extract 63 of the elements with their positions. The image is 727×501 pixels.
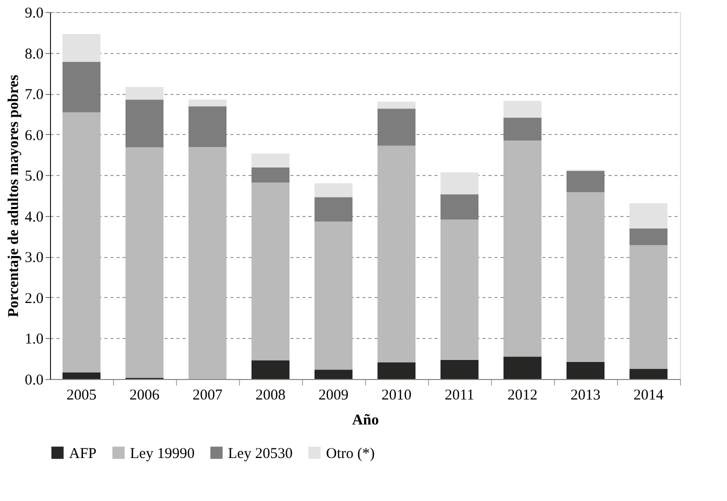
- bar: [440, 172, 478, 194]
- bar: [252, 182, 290, 360]
- x-tick-label: 2008: [256, 388, 286, 404]
- legend-label: Ley 19990: [130, 446, 195, 462]
- bar: [566, 171, 604, 192]
- bar: [188, 146, 226, 379]
- bar: [630, 203, 668, 229]
- bar: [62, 372, 100, 379]
- bar: [252, 360, 290, 379]
- bar: [126, 87, 164, 100]
- bar: [630, 368, 668, 379]
- bar: [378, 362, 416, 379]
- bar: [188, 106, 226, 147]
- y-tick-label: 3.0: [24, 250, 44, 266]
- x-tick-label: 2007: [192, 388, 223, 404]
- bar: [62, 112, 100, 372]
- bar: [566, 192, 604, 362]
- y-tick-label: 9.0: [24, 6, 44, 22]
- bar: [126, 147, 164, 378]
- bar: [62, 34, 100, 62]
- x-tick-label: 2013: [570, 388, 600, 404]
- y-tick-label: 5.0: [24, 168, 44, 185]
- bar: [440, 360, 478, 379]
- y-tick-label: 8.0: [24, 46, 44, 62]
- bar: [504, 100, 542, 118]
- x-tick-label: 2011: [444, 388, 474, 404]
- x-tick-label: 2012: [508, 388, 538, 404]
- y-tick-label: 6.0: [24, 128, 44, 144]
- bar: [504, 356, 542, 379]
- bar: [378, 146, 416, 362]
- bar: [504, 118, 542, 140]
- bar: [188, 100, 226, 106]
- x-tick-label: 2005: [66, 388, 96, 404]
- bar: [252, 167, 290, 182]
- y-tick-label: 4.0: [24, 209, 44, 226]
- bar: [314, 370, 352, 379]
- x-axis-title: Año: [352, 412, 379, 428]
- bar: [630, 228, 668, 246]
- bar: [314, 222, 352, 370]
- bar: [504, 140, 542, 357]
- y-tick-label: 7.0: [24, 87, 44, 104]
- bar: [252, 154, 290, 168]
- legend-label: Otro (*): [326, 446, 375, 462]
- bar: [378, 102, 416, 109]
- legend-label: AFP: [69, 446, 97, 462]
- bar: [440, 194, 478, 220]
- bar: [314, 183, 352, 198]
- bar: [630, 245, 668, 369]
- y-tick-label: 2.0: [24, 290, 44, 307]
- bar: [314, 197, 352, 222]
- bar: [440, 220, 478, 360]
- bar: [62, 62, 100, 112]
- y-tick-label: 0.0: [24, 372, 44, 388]
- bar: [378, 108, 416, 146]
- bar: [126, 100, 164, 148]
- x-tick-label: 2014: [634, 388, 664, 404]
- bar: [566, 362, 604, 379]
- x-tick-label: 2009: [318, 388, 348, 404]
- x-tick-label: 2006: [130, 388, 160, 404]
- x-tick-label: 2010: [382, 388, 412, 404]
- y-axis-title: Porcentaje de adultos mayores pobres: [6, 74, 22, 318]
- y-tick-label: 1.0: [24, 332, 44, 348]
- legend-label: Ley 20530: [228, 446, 293, 462]
